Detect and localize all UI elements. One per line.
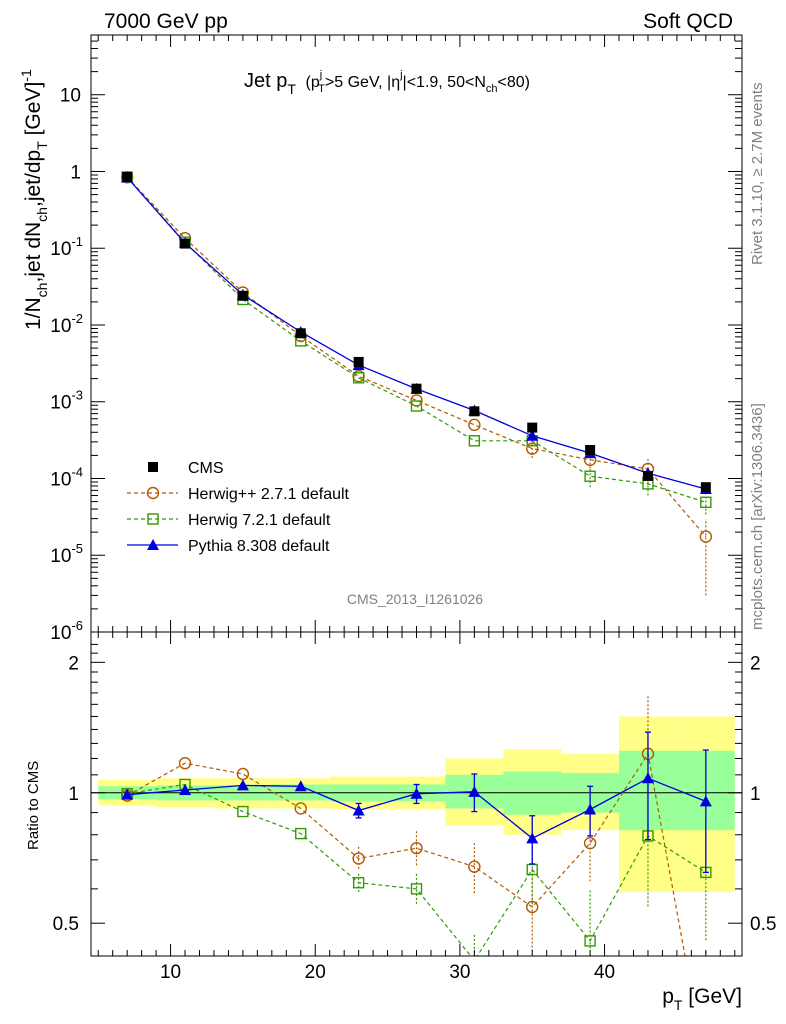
ratio-point <box>468 785 481 797</box>
ratio-point <box>584 935 596 947</box>
ratio-point <box>526 832 539 844</box>
data-point <box>468 435 481 447</box>
mcplots-label: mcplots.cern.ch [arXiv:1306.3436] <box>749 403 766 630</box>
legend-item-pythia: Pythia 8.308 default <box>127 538 330 555</box>
data-point <box>295 328 306 339</box>
y-tick-label-bottom-left: 2 <box>68 653 79 674</box>
legend-item-herwigpp: Herwig++ 2.7.1 default <box>127 486 350 503</box>
ratio-point <box>352 804 365 816</box>
x-tick-label: 30 <box>449 962 470 983</box>
ratio-point <box>121 788 134 800</box>
header-right: Soft QCD <box>643 10 733 33</box>
data-point <box>180 238 191 249</box>
ratio-point <box>699 795 712 807</box>
tick-labels: 10 20 30 40 10-6 10-5 10-4 10-3 10-2 10-1 1 10 0.5 0.… <box>50 86 776 983</box>
series-ratio-herwigpp <box>120 696 707 956</box>
x-tick-label: 10 <box>160 962 181 983</box>
data-point <box>526 429 539 441</box>
header-left: 7000 GeV pp <box>104 10 228 33</box>
y-tick-label-bottom-right: 1 <box>750 784 761 805</box>
ratio-point <box>468 860 481 873</box>
legend-marker <box>148 462 158 472</box>
ratio-point <box>583 836 597 850</box>
y-tick-label-bottom-right: 2 <box>750 653 761 674</box>
y-tick-label-top: 10-3 <box>50 388 83 414</box>
data-point <box>410 400 423 412</box>
data-point <box>699 530 713 543</box>
ratio-point <box>526 900 539 914</box>
ratio-point <box>294 780 307 792</box>
analysis-id: CMS_2013_I1261026 <box>347 591 483 607</box>
x-axis-label: pT [GeV] <box>662 985 742 1013</box>
ratio-point <box>584 803 597 815</box>
y-axis-label-bottom: Ratio to CMS <box>25 761 42 850</box>
ratio-point <box>237 805 249 818</box>
ratio-point <box>294 802 307 815</box>
series-layer <box>120 171 713 956</box>
ratio-point <box>641 772 654 784</box>
x-tick-label: 40 <box>594 962 615 983</box>
legend-label: Herwig++ 2.7.1 default <box>188 486 350 503</box>
ratio-point <box>410 841 423 855</box>
ratio-line <box>126 752 686 956</box>
x-tick-label: 20 <box>305 962 326 983</box>
y-tick-label-top: 10-4 <box>50 464 83 490</box>
legend-item-cms: CMS <box>148 460 224 477</box>
data-point <box>352 372 365 384</box>
axis-ticks <box>91 34 742 956</box>
plot-title: Jet pT (pj T>5 GeV, |ηj|<1.9, 50<Nch<80) <box>244 69 530 99</box>
legend: CMS Herwig++ 2.7.1 default Herwig 7.2.1 de… <box>127 460 350 555</box>
legend-marker <box>146 486 160 500</box>
data-point <box>700 496 712 508</box>
ratio-point <box>410 787 423 799</box>
series-top-cms <box>122 171 711 493</box>
data-point <box>468 418 481 432</box>
data-point <box>237 290 248 301</box>
data-point <box>469 406 480 417</box>
ratio-point <box>352 852 365 865</box>
data-point <box>700 482 711 493</box>
y-tick-label-top: 10-6 <box>50 618 83 644</box>
ratio-point <box>178 757 192 770</box>
y-tick-label-bottom-right: 0.5 <box>750 914 776 935</box>
data-point <box>585 445 596 456</box>
series-line <box>126 177 706 490</box>
ratio-point <box>236 767 250 781</box>
legend-label: Pythia 8.308 default <box>188 538 330 555</box>
legend-marker <box>147 539 159 550</box>
y-tick-label-top: 10-1 <box>50 234 83 260</box>
data-point <box>353 356 364 367</box>
data-point <box>526 442 539 455</box>
ratio-bands <box>98 716 735 893</box>
ratio-point <box>352 877 365 889</box>
y-tick-label-top: 10-2 <box>50 311 83 337</box>
y-tick-label-bottom-left: 0.5 <box>53 914 79 935</box>
ratio-point <box>236 779 249 791</box>
series-line <box>126 176 706 503</box>
data-point <box>584 470 596 482</box>
ratio-point <box>179 783 192 795</box>
rivet-label: Rivet 3.1.10, ≥ 2.7M events <box>749 83 766 266</box>
ratio-point <box>295 827 307 840</box>
ratio-point <box>410 883 423 895</box>
series-top-pythia <box>121 171 712 494</box>
legend-marker <box>147 513 159 525</box>
ratio-line <box>127 783 707 956</box>
y-tick-label-top: 1 <box>70 162 81 183</box>
y-tick-label-top: 10-5 <box>50 541 83 567</box>
series-ratio-pythia <box>121 731 712 874</box>
data-point <box>122 171 133 182</box>
y-tick-label-top: 10 <box>60 86 81 107</box>
data-point <box>411 383 422 394</box>
series-line <box>126 176 707 537</box>
legend-label: Herwig 7.2.1 default <box>188 512 331 529</box>
y-tick-label-bottom-left: 1 <box>68 784 79 805</box>
data-point <box>527 422 538 433</box>
data-point <box>642 470 653 481</box>
legend-label: CMS <box>188 460 224 477</box>
legend-item-herwig7: Herwig 7.2.1 default <box>127 512 331 529</box>
y-axis-label-top: 1/Nch,jet dNch,jet/dpT [GeV]-1 <box>18 69 50 330</box>
